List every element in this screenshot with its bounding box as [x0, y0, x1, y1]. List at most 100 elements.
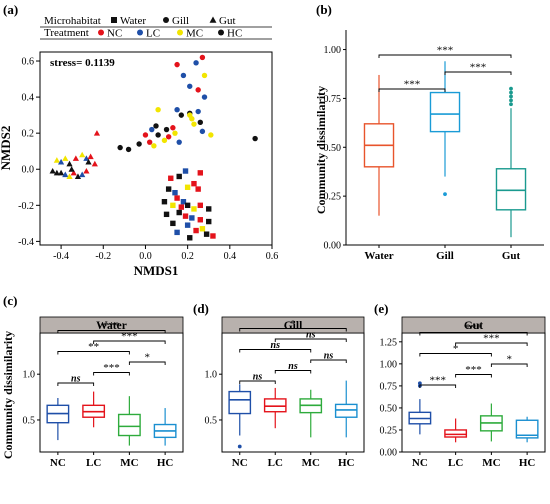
panel-b-boxplot: (b) Community dissimilarity 0.00 0.25 0.50…	[314, 2, 544, 262]
data-point	[191, 206, 197, 212]
significance-label: ***	[121, 331, 138, 343]
x-tick-label: LC	[448, 457, 463, 469]
y-tick-label: 0.25	[324, 192, 342, 203]
data-point	[176, 209, 182, 216]
y-tick-label: 1.00	[380, 359, 398, 370]
data-point	[210, 233, 216, 239]
significance-label: *	[453, 343, 459, 355]
x-tick-label: MC	[482, 457, 500, 469]
strip-title: Gill	[284, 320, 303, 332]
significance-bracket	[455, 342, 528, 346]
panel-c-y-axis-label: Community dissimilarity	[1, 331, 15, 459]
data-point	[189, 116, 195, 122]
data-point	[193, 60, 199, 66]
legend-shape-label: Gut	[219, 15, 236, 27]
significance-label: ns	[71, 374, 81, 385]
data-point	[178, 112, 185, 118]
outlier-point	[509, 94, 513, 99]
data-point	[161, 137, 168, 144]
data-point	[136, 141, 142, 147]
outlier-point	[509, 98, 513, 103]
x-tick-label: NC	[232, 457, 248, 469]
data-point	[146, 139, 153, 145]
legend-color-label: LC	[146, 28, 160, 40]
data-point	[193, 227, 199, 234]
significance-bracket	[310, 359, 347, 363]
legend-shape-label: Gill	[172, 15, 189, 27]
data-point	[201, 94, 208, 100]
data-point	[180, 72, 187, 79]
data-point	[197, 202, 203, 209]
x-tick-label: Water	[364, 250, 393, 262]
x-tick-label: HC	[157, 457, 174, 469]
significance-label: **	[88, 341, 99, 353]
y-tick-label: 0.0	[22, 165, 35, 176]
y-tick-label: 1.0	[23, 370, 36, 381]
data-point	[117, 144, 123, 151]
data-point	[68, 166, 75, 172]
data-point	[170, 220, 176, 227]
x-tick-label: -0.4	[53, 251, 69, 262]
data-point	[62, 155, 69, 161]
y-tick-label: 0.5	[205, 415, 218, 426]
data-point	[176, 139, 182, 145]
y-tick-label: 0.50	[380, 403, 398, 414]
panel-b-label: (b)	[316, 2, 332, 17]
x-tick-label: NC	[50, 457, 66, 469]
data-point	[191, 180, 197, 187]
significance-label: ns	[306, 330, 316, 341]
data-point	[170, 125, 176, 131]
strip-header	[401, 316, 546, 334]
legend-color-marker	[177, 29, 183, 36]
data-point	[195, 108, 201, 115]
significance-label: ns	[324, 351, 334, 362]
significance-label: ***	[404, 79, 421, 91]
data-point	[49, 167, 56, 174]
y-tick-label: -0.2	[18, 201, 34, 212]
stress-annotation: stress= 0.1139	[50, 57, 115, 69]
y-tick-label: 0.2	[22, 129, 35, 140]
data-point	[182, 213, 189, 219]
box	[117, 413, 141, 437]
data-point	[206, 218, 212, 225]
legend-shape-marker	[209, 16, 217, 23]
x-tick-label: HC	[338, 457, 355, 469]
significance-bracket	[274, 338, 347, 342]
y-tick-label: 0.50	[324, 143, 342, 154]
significance-bracket	[239, 349, 312, 353]
x-tick-label: HC	[519, 457, 536, 469]
significance-label: ***	[483, 333, 500, 345]
strip-header	[221, 316, 365, 334]
panel-a-y-axis-label: NMDS2	[0, 126, 13, 171]
data-point	[178, 204, 185, 210]
y-tick-label: 0.75	[324, 94, 342, 105]
significance-bracket	[455, 374, 492, 378]
y-tick-label: 0.00	[380, 448, 398, 459]
data-point	[53, 169, 60, 176]
significance-label: *	[507, 354, 513, 366]
y-tick-label: 1.00	[324, 45, 342, 56]
significance-label: ns	[288, 361, 298, 372]
data-point	[176, 173, 182, 180]
strip-title: Water	[96, 320, 127, 332]
significance-bracket	[444, 71, 512, 75]
data-point	[199, 128, 206, 135]
x-tick-label: MC	[302, 457, 320, 469]
significance-label: *	[290, 318, 296, 330]
panel-e-label: (e)	[374, 301, 388, 316]
data-point	[174, 61, 180, 68]
legend-color-label: MC	[186, 28, 203, 40]
data-point	[197, 119, 203, 126]
outlier-point	[509, 102, 513, 107]
data-point	[182, 168, 189, 174]
outlier-point	[509, 86, 513, 91]
data-point	[180, 199, 187, 205]
box	[263, 398, 287, 413]
y-tick-label: 0.6	[22, 57, 35, 68]
x-tick-label: 0.2	[181, 251, 194, 262]
significance-bracket	[93, 340, 166, 344]
data-point	[184, 184, 191, 190]
y-tick-label: -0.4	[18, 237, 34, 248]
data-point	[66, 160, 73, 167]
